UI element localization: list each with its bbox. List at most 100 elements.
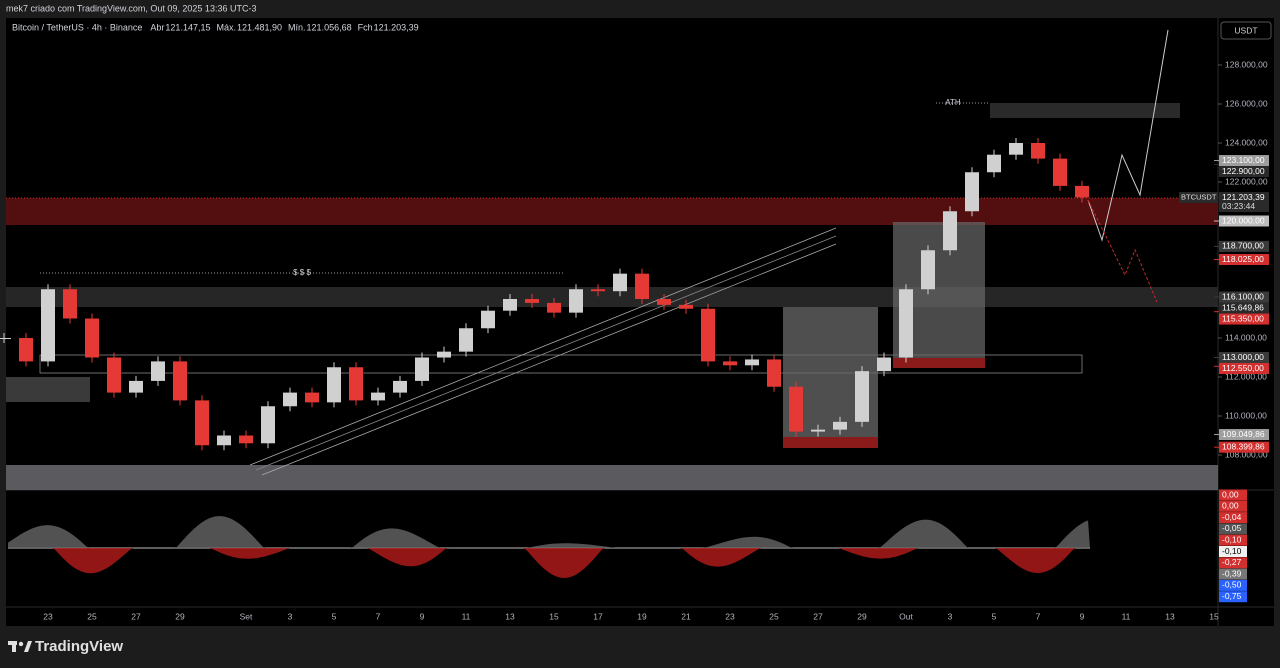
ohlc-label: Máx. [216,22,236,32]
candle [129,380,143,393]
price-label-bg [1219,313,1269,325]
date-label: 27 [813,611,823,621]
gray-zone [6,287,1218,307]
ath-label: ATH [945,98,961,107]
osc-label: -0,04 [1222,512,1242,522]
candle [899,289,913,358]
candle [393,380,407,393]
price-label: 108.399,86 [1214,441,1269,453]
price-label: 115.649,86 [1214,302,1269,314]
support-zone [6,465,1218,490]
candle [173,361,187,401]
ohlc-label: Mín. [288,22,306,32]
date-label: 3 [288,611,293,621]
osc-label: -0,50 [1222,580,1242,590]
osc-label-bg [1219,591,1247,603]
price-label-bg [1219,429,1269,441]
candle [41,289,55,362]
liquidity-label: $ $ $ [293,268,311,277]
candle [701,308,715,362]
date-label: 3 [948,611,953,621]
price-tick-label: 110.000,00 [1225,410,1267,420]
price-label: 109.049,86 [1214,429,1269,441]
date-label: 23 [43,611,53,621]
price-label: 118.025,00 [1214,254,1269,266]
date-label: 11 [1122,611,1131,621]
candle [85,318,99,358]
candle [1053,158,1067,186]
credit: mek7 criado com TradingView.com, Out 09,… [6,3,256,13]
symbol: Bitcoin / TetherUS · 4h · Binance [12,22,142,32]
osc-label: -0,75 [1222,591,1242,601]
candle [151,361,165,381]
date-label: 29 [857,611,867,621]
osc-label: -0,39 [1222,568,1242,578]
price-label-bg [1219,302,1269,314]
price-label: 116.100,00 [1214,291,1269,303]
price-label: 115.350,00 [1214,311,1269,325]
logo-part [24,641,32,652]
price-label-text: 122.900,00 [1222,166,1265,176]
candle [19,338,33,362]
candle [481,310,495,329]
date-label: 25 [769,611,779,621]
osc-label-bg [1219,534,1247,546]
date-label: 7 [1036,611,1041,621]
price-tick-label: 112.000,00 [1225,371,1267,381]
price-label-text: 109.049,86 [1222,429,1265,439]
date-label: 15 [1209,611,1219,621]
price-label: 112.550,00 [1214,363,1269,374]
price-label-text: 113.000,00 [1222,352,1264,362]
date-label: 27 [131,611,141,621]
candle [349,367,363,401]
osc-label: 0,00 [1222,501,1239,511]
candle [877,357,891,372]
candle [547,302,561,313]
candle [987,154,1001,173]
stop-box [893,358,985,368]
candle [723,361,737,366]
date-label: 19 [637,611,647,621]
osc-label-bg [1219,579,1247,591]
candle [635,273,649,299]
ohlc-label: Fch [358,22,373,32]
candle [195,400,209,446]
date-label: 29 [175,611,185,621]
date-label: 15 [549,611,559,621]
ohlc-label: Abr [150,22,164,32]
price-label-bg [1219,240,1269,252]
projection-down [1087,199,1158,303]
projection-up [1087,29,1169,242]
price-tick-label: 124.000,00 [1225,137,1268,147]
price-label: 123.100,00 [1214,155,1269,167]
candle [767,359,781,387]
candle [63,289,77,319]
oscillator-up [8,516,1090,548]
price-label-text: 108.399,86 [1222,441,1265,451]
currency[interactable]: USDT [1234,25,1257,35]
osc-label-bg [1219,500,1247,512]
candle [745,359,759,366]
candle [921,250,935,290]
price-tick-label: 128.000,00 [1225,59,1268,69]
candle [0,338,11,339]
osc-label-bg [1219,489,1247,501]
candle [1075,185,1089,198]
ohlc-value: 121.147,15 [165,22,210,32]
logo-part [18,641,24,647]
date-label: Out [899,611,913,621]
price-tick-label: 126.000,00 [1225,98,1268,108]
date-label: 13 [1165,611,1175,621]
candle [371,392,385,401]
candle [613,273,627,292]
candle [657,299,671,305]
date-label: 23 [725,611,735,621]
currency-button[interactable] [1220,21,1272,40]
date-label: 25 [87,611,97,621]
candle [503,299,517,311]
candle [679,304,693,309]
candle [415,357,429,381]
date-label: 5 [992,611,997,621]
date-label: 17 [593,611,603,621]
